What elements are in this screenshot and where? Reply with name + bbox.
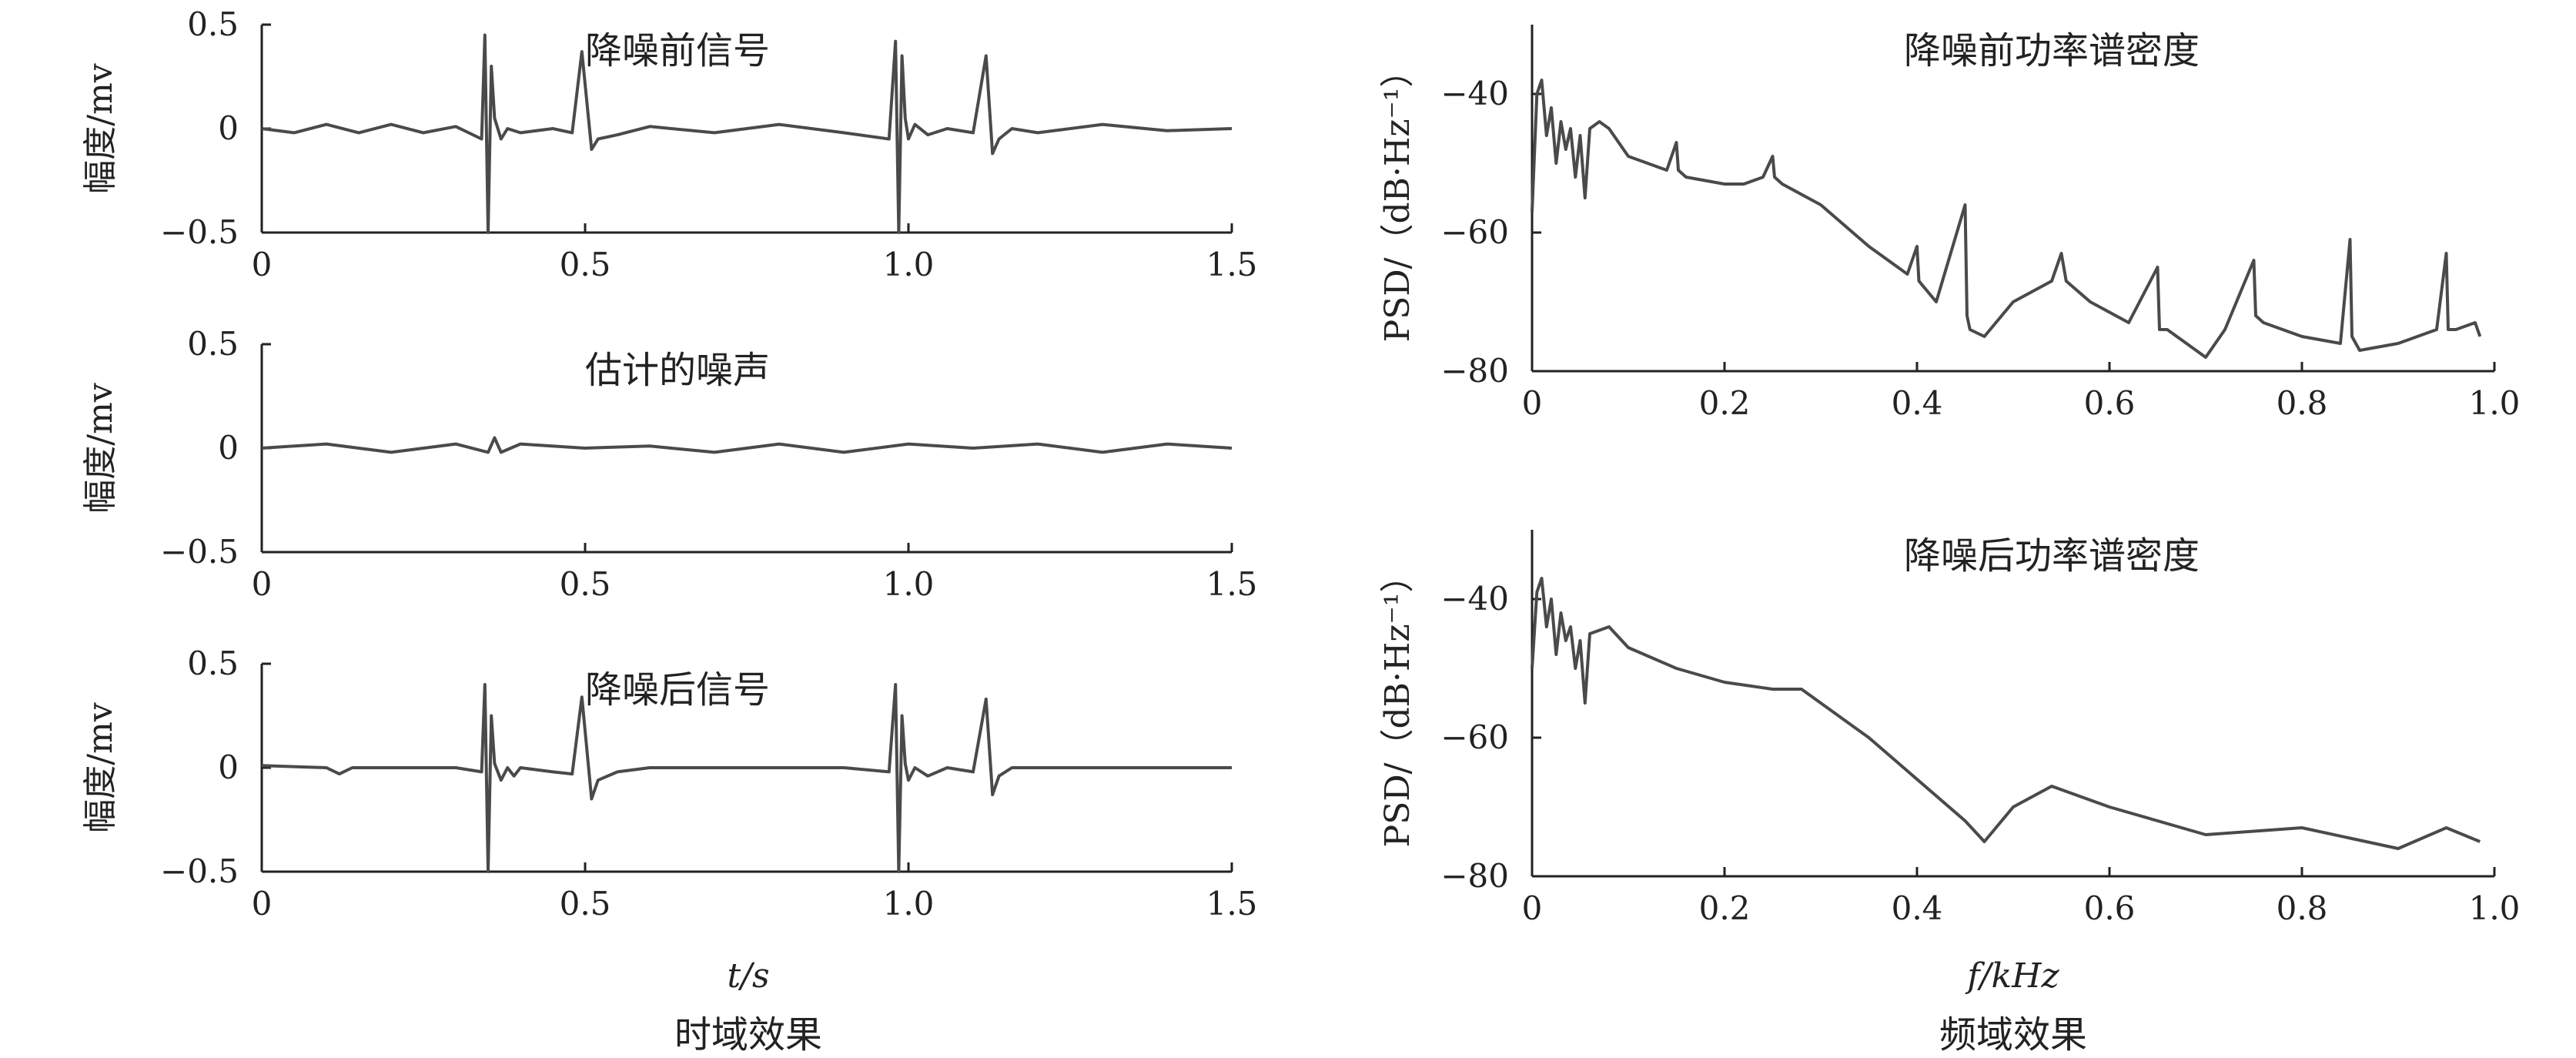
y-tick-label: −40 — [1440, 580, 1509, 618]
x-tick-label: 0 — [252, 246, 273, 283]
x-tick-label: 0 — [1522, 384, 1543, 422]
x-tick-label: 0 — [1522, 889, 1543, 927]
right-figure-caption: 频域效果 — [1939, 1013, 2087, 1056]
panel-title: 降噪后功率谱密度 — [1904, 534, 2200, 578]
y-tick-label: −0.5 — [160, 852, 239, 890]
right-x-axis-label: f/kHz — [1965, 956, 2059, 996]
x-tick-label: 0.8 — [2277, 384, 2328, 422]
series-line — [1531, 79, 2482, 359]
x-tick-label: 0 — [252, 885, 273, 922]
x-tick-label: 1.0 — [2469, 384, 2521, 422]
y-axis-label: PSD/（dB·Hz⁻¹） — [1378, 54, 1417, 343]
series-line — [261, 683, 1232, 873]
x-tick-label: 1.5 — [1206, 565, 1258, 603]
y-tick-label: 0 — [218, 109, 239, 147]
y-axis-label: 幅度/mv — [81, 383, 120, 514]
panel-title: 估计的噪声 — [585, 349, 770, 392]
x-tick-label: 0.4 — [1892, 889, 1943, 927]
x-tick-label: 1.5 — [1206, 246, 1258, 283]
y-tick-label: 0.5 — [187, 325, 239, 363]
y-tick-label: 0 — [218, 429, 239, 467]
x-tick-label: 0.2 — [1699, 384, 1751, 422]
chart-panel-5: 0 0.2 0.4 0.6 0.8 1.0 −80 −60 −40 降噪后功率谱密度 PSD/（dB… — [1378, 530, 2520, 927]
x-tick-label: 0.6 — [2084, 384, 2136, 422]
y-tick-label: −80 — [1440, 352, 1509, 390]
y-tick-label: −80 — [1440, 857, 1509, 895]
y-tick-label: −40 — [1440, 75, 1509, 112]
y-axis-label: PSD/（dB·Hz⁻¹） — [1378, 559, 1417, 848]
x-tick-label: 1.0 — [883, 246, 935, 283]
y-tick-label: 0.5 — [187, 5, 239, 43]
x-tick-label: 0 — [252, 565, 273, 603]
y-tick-label: −0.5 — [160, 533, 239, 571]
y-tick-label: 0.5 — [187, 645, 239, 682]
x-tick-label: 0.8 — [2277, 889, 2328, 927]
left-x-axis-label: t/s — [727, 956, 769, 996]
x-tick-label: 0.5 — [560, 885, 611, 922]
series-line — [261, 33, 1233, 234]
left-figure-caption: 时域效果 — [674, 1013, 822, 1056]
series-line — [1531, 577, 2481, 850]
x-tick-label: 1.0 — [883, 565, 935, 603]
x-tick-label: 0.2 — [1699, 889, 1751, 927]
x-tick-label: 0.4 — [1892, 384, 1943, 422]
y-axis-label: 幅度/mv — [81, 702, 120, 833]
panel-title: 降噪前功率谱密度 — [1904, 29, 2200, 72]
x-tick-label: 0.6 — [2084, 889, 2136, 927]
y-tick-label: −0.5 — [160, 213, 239, 251]
panel-title: 降噪后信号 — [585, 668, 770, 711]
x-tick-label: 0.5 — [560, 246, 611, 283]
series-line — [261, 436, 1233, 454]
x-tick-label: 1.0 — [2469, 889, 2521, 927]
y-tick-label: −60 — [1440, 718, 1509, 756]
y-tick-label: 0 — [218, 748, 239, 786]
x-tick-label: 1.5 — [1206, 885, 1258, 922]
x-tick-label: 1.0 — [883, 885, 935, 922]
panel-title: 降噪前信号 — [585, 29, 770, 72]
x-tick-label: 0.5 — [560, 565, 611, 603]
chart-panel-4: 0 0.2 0.4 0.6 0.8 1.0 −80 −60 −40 降噪前功率谱密度 PSD/（dB… — [1378, 25, 2520, 422]
y-tick-label: −60 — [1440, 213, 1509, 251]
y-axis-label: 幅度/mv — [81, 63, 120, 194]
